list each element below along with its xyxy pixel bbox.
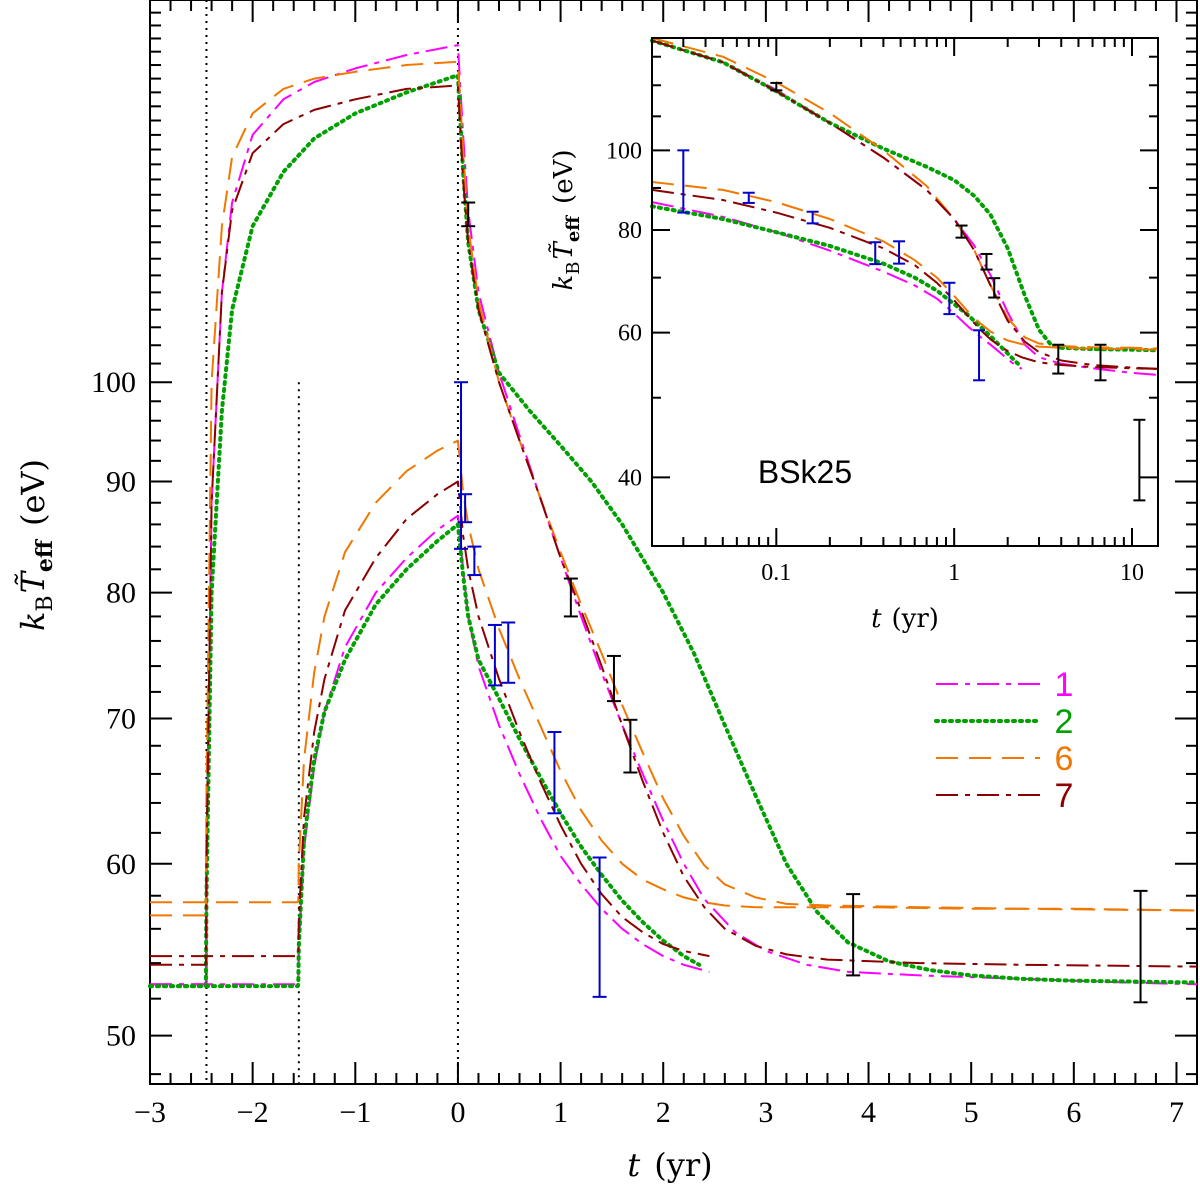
legend-label-7: 7 — [1055, 777, 1074, 815]
inset-x-tick-label: 10 — [1120, 560, 1144, 586]
main-ticks — [149, 0, 1198, 1084]
inset-series-7-lower — [651, 188, 1159, 370]
legend-label-2: 2 — [1055, 703, 1074, 741]
y-tick-label: 80 — [106, 577, 136, 610]
y-tick-label: 70 — [106, 702, 136, 735]
inset-title: BSk25 — [758, 454, 852, 490]
x-tick-label: −1 — [339, 1096, 371, 1129]
series-7-lower — [150, 480, 710, 958]
series-2-lower — [148, 522, 702, 989]
inset-y-tick-label: 40 — [618, 465, 642, 491]
inset-y-tick-label: 100 — [606, 138, 642, 164]
x-tick-label: −3 — [134, 1096, 166, 1129]
inset-series-2-lower — [650, 204, 1023, 368]
x-tick-label: 1 — [553, 1096, 568, 1129]
x-tick-label: 3 — [758, 1096, 773, 1129]
main-errorbars — [454, 201, 1148, 1004]
inset-x-tick-label: 0.1 — [761, 560, 791, 586]
inset-ticks — [651, 38, 1158, 546]
x-tick-label: 6 — [1066, 1096, 1081, 1129]
inset-series-6-lower — [651, 181, 1159, 351]
inset-x-axis-label: t (yr) — [871, 604, 939, 634]
main-y-axis-label: kBT̃eff(eV) — [14, 459, 58, 631]
series-1-lower — [150, 514, 710, 986]
legend-label-1: 1 — [1055, 666, 1074, 704]
inset-x-tick-label: 1 — [948, 560, 960, 586]
inset-plot-frame — [651, 37, 1159, 547]
x-tick-label: 2 — [656, 1096, 671, 1129]
main-series — [148, 44, 1199, 989]
x-tick-label: 4 — [861, 1096, 876, 1129]
inset-series-7-upper — [651, 39, 1159, 370]
legend-label-6: 6 — [1055, 740, 1074, 778]
x-tick-label: −2 — [237, 1096, 269, 1129]
series-2-upper — [148, 73, 1199, 989]
main-x-axis-label: t (yr) — [627, 1146, 712, 1184]
x-tick-label: 0 — [450, 1096, 465, 1129]
inset-series — [650, 37, 1160, 376]
inset-y-tick-label: 60 — [618, 321, 642, 347]
inset-errorbars — [677, 81, 1146, 502]
series-6-lower — [150, 439, 1198, 912]
y-tick-label: 100 — [91, 366, 136, 399]
inset-y-tick-label: 80 — [618, 218, 642, 244]
series-7-upper — [150, 84, 1198, 968]
main-plot-frame — [149, 0, 1198, 1085]
inset-y-axis-label: kBT̃eff(eV) — [548, 149, 584, 290]
series-1-upper — [150, 44, 1198, 986]
y-tick-label: 50 — [106, 1020, 136, 1053]
x-tick-label: 5 — [964, 1096, 979, 1129]
inset-tick-labels: 0.1 1 10 40 60 80 100 — [606, 138, 1144, 586]
x-tick-label: 7 — [1169, 1096, 1184, 1129]
inset-background — [652, 38, 1158, 546]
y-tick-label: 90 — [106, 466, 136, 499]
y-tick-label: 60 — [106, 848, 136, 881]
